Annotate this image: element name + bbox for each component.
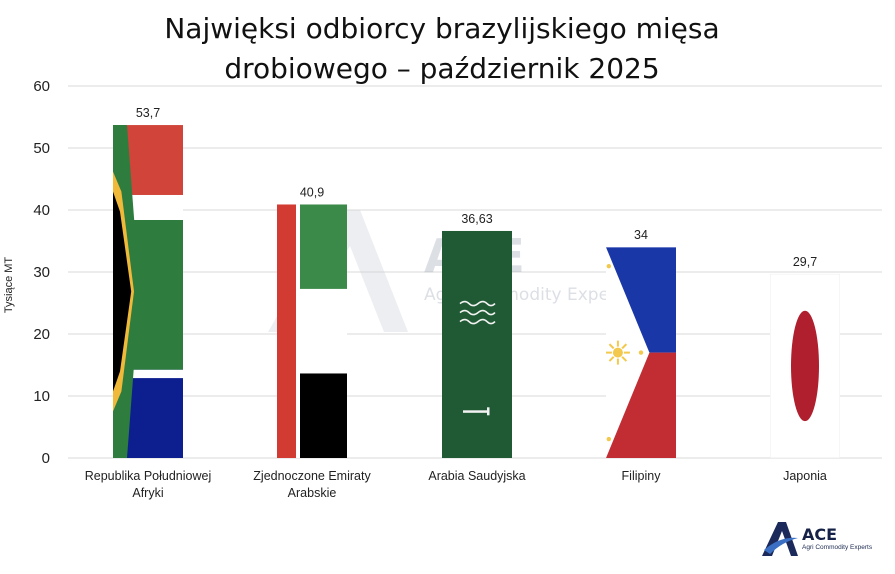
flag-uae-white-band [298,288,347,374]
category-label: Arabia Saudyjska [428,469,525,483]
y-tick-label: 0 [42,450,50,467]
category-labels: Republika Południowej Afryki Zjednoczone E… [85,469,827,500]
y-axis-label: Tysiące MT [3,257,15,314]
bars [113,125,840,458]
flag-ph-sun-ray [621,343,628,350]
bar-flag-philippines [606,247,676,458]
y-tick-label: 40 [33,202,50,219]
bar-flag-south-africa [113,125,183,458]
flag-sa-field [442,230,512,458]
flag-uae-green-band [298,204,347,289]
flag-ph-sun-ray [621,356,628,362]
category-label: Arabskie [288,486,337,500]
y-tick-label: 20 [33,326,50,343]
category-label: Afryki [132,486,163,500]
flag-ph-sun-ray [608,356,615,362]
data-label: 40,9 [300,185,324,199]
flag-ph-star-icon [638,350,644,355]
flag-jp-disc [791,310,819,422]
data-label: 53,7 [136,106,160,120]
category-label: Republika Południowej [85,469,211,483]
flag-ph-star-icon [606,263,611,269]
y-tick-label: 30 [33,264,50,281]
bar-flag-uae [277,204,347,458]
ace-logo-swoosh-icon [764,537,798,554]
logo-tagline: Agri Commodity Experts [802,544,873,551]
category-label: Filipiny [622,469,662,483]
flag-uae-red-stripe [277,204,298,458]
flag-sa-sword [463,410,489,413]
y-axis-ticks: 0 10 20 30 40 50 60 [33,78,50,467]
flag-ph-star-icon [606,436,611,442]
chart-title-line-1: Najwięksi odbiorcy brazylijskiego mięsa [164,12,719,45]
flag-za-white-stripe [113,211,183,220]
ace-logo: ACE Agri Commodity Experts [762,522,873,556]
bar-flag-japan [770,273,840,458]
flag-sa-inscription [459,300,496,307]
bar-flag-saudi-arabia [442,230,512,458]
data-labels: 53,7 40,9 36,63 34 29,7 [136,106,817,269]
flag-uae-divider [296,204,300,458]
flag-za-white-stripe [113,369,183,379]
flag-ph-sun-icon [612,347,623,358]
chart-title-line-2: drobiowego – październik 2025 [224,52,659,85]
y-tick-label: 10 [33,388,50,405]
data-label: 34 [634,228,648,242]
data-label: 36,63 [461,212,492,226]
category-label: Zjednoczone Emiraty [253,469,371,483]
y-tick-label: 60 [33,78,50,95]
flag-sa-inscription [459,309,496,316]
flag-uae-black-band [298,373,347,458]
flag-za-black-triangle [113,191,132,392]
flag-ph-sun-ray [608,343,615,350]
category-label: Japonia [783,469,827,483]
flag-sa-sword-hilt [487,407,490,416]
logo-name: ACE [802,525,837,544]
y-tick-label: 50 [33,140,50,157]
flag-sa-inscription [459,318,496,325]
data-label: 29,7 [793,255,817,269]
